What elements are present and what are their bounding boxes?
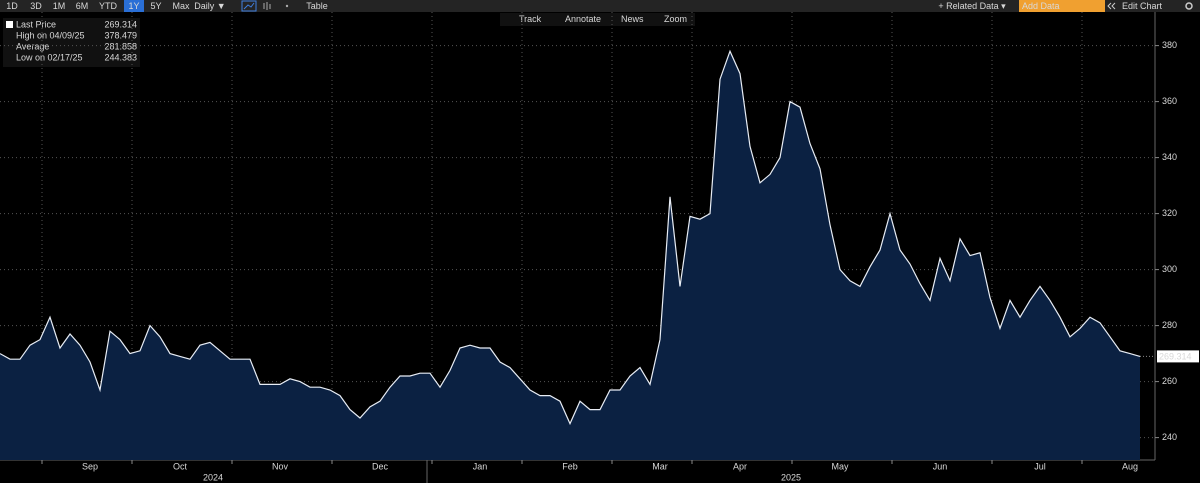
range-button[interactable]: 1D (6, 1, 18, 11)
toolbar-button[interactable]: Add Data (1022, 1, 1060, 11)
toolbar (0, 0, 1200, 12)
legend-label: High on 04/09/25 (16, 30, 85, 40)
toolbar-button[interactable]: + Related Data ▾ (938, 1, 1006, 11)
x-tick-label: Sep (82, 461, 98, 471)
toolbar-button[interactable]: Edit Chart (1122, 1, 1163, 11)
chart-tool[interactable]: Annotate (565, 14, 601, 24)
x-tick-label: Apr (733, 461, 747, 471)
y-tick-label: 380 (1162, 40, 1177, 50)
x-tick-label: Aug (1122, 461, 1138, 471)
range-button[interactable]: 6M (76, 1, 89, 11)
x-tick-label: Jun (933, 461, 948, 471)
x-tick-label: Nov (272, 461, 289, 471)
chart-tool[interactable]: Zoom (664, 14, 687, 24)
legend-label: Last Price (16, 19, 56, 29)
legend-value: 244.383 (104, 52, 137, 62)
range-button[interactable]: Daily ▼ (194, 1, 225, 11)
x-tick-label: May (831, 461, 849, 471)
y-tick-label: 240 (1162, 432, 1177, 442)
range-button[interactable]: 5Y (150, 1, 161, 11)
chart-tools-bar (500, 13, 695, 26)
x-tick-label: Feb (562, 461, 578, 471)
x-tick-label: Oct (173, 461, 188, 471)
y-tick-label: 280 (1162, 320, 1177, 330)
range-button[interactable]: 1Y (128, 1, 139, 11)
y-tick-label: 320 (1162, 208, 1177, 218)
price-area (0, 51, 1140, 460)
y-tick-label: 260 (1162, 376, 1177, 386)
collapse-icon[interactable] (1107, 2, 1116, 10)
line-chart-icon[interactable] (241, 0, 257, 12)
legend-label: Low on 02/17/25 (16, 52, 83, 62)
price-line (0, 49, 1141, 426)
legend-value: 378.479 (104, 30, 137, 40)
settings-icon[interactable] (1185, 2, 1193, 10)
y-tick-label: 300 (1162, 264, 1177, 274)
x-tick-label: Dec (372, 461, 389, 471)
x-tick-label: Mar (652, 461, 668, 471)
range-button[interactable]: 1M (53, 1, 66, 11)
line-chart-glyph (243, 2, 255, 10)
legend-box (3, 18, 140, 67)
add-data-input[interactable] (1019, 0, 1105, 12)
year-label: 2025 (781, 472, 801, 482)
x-tick-label: Jan (473, 461, 488, 471)
last-price-box (1157, 350, 1199, 363)
range-button[interactable]: YTD (99, 1, 118, 11)
range-button[interactable]: Table (306, 1, 328, 11)
legend-label: Average (16, 41, 49, 51)
last-price-label: 269.314 (1159, 351, 1192, 361)
legend-value: 269.314 (104, 19, 137, 29)
year-label: 2024 (203, 472, 223, 482)
chart-tool[interactable]: Track (519, 14, 542, 24)
x-tick-label: Jul (1034, 461, 1046, 471)
bar-chart-icon[interactable] (263, 2, 271, 10)
range-button[interactable]: Max (172, 1, 190, 11)
legend-value: 281.858 (104, 41, 137, 51)
y-tick-label: 340 (1162, 152, 1177, 162)
selected-button (124, 0, 144, 12)
y-tick-label: 360 (1162, 96, 1177, 106)
legend-marker (6, 21, 13, 28)
range-button[interactable]: 3D (30, 1, 42, 11)
chart-tool[interactable]: News (621, 14, 644, 24)
more-icon[interactable] (285, 4, 289, 8)
